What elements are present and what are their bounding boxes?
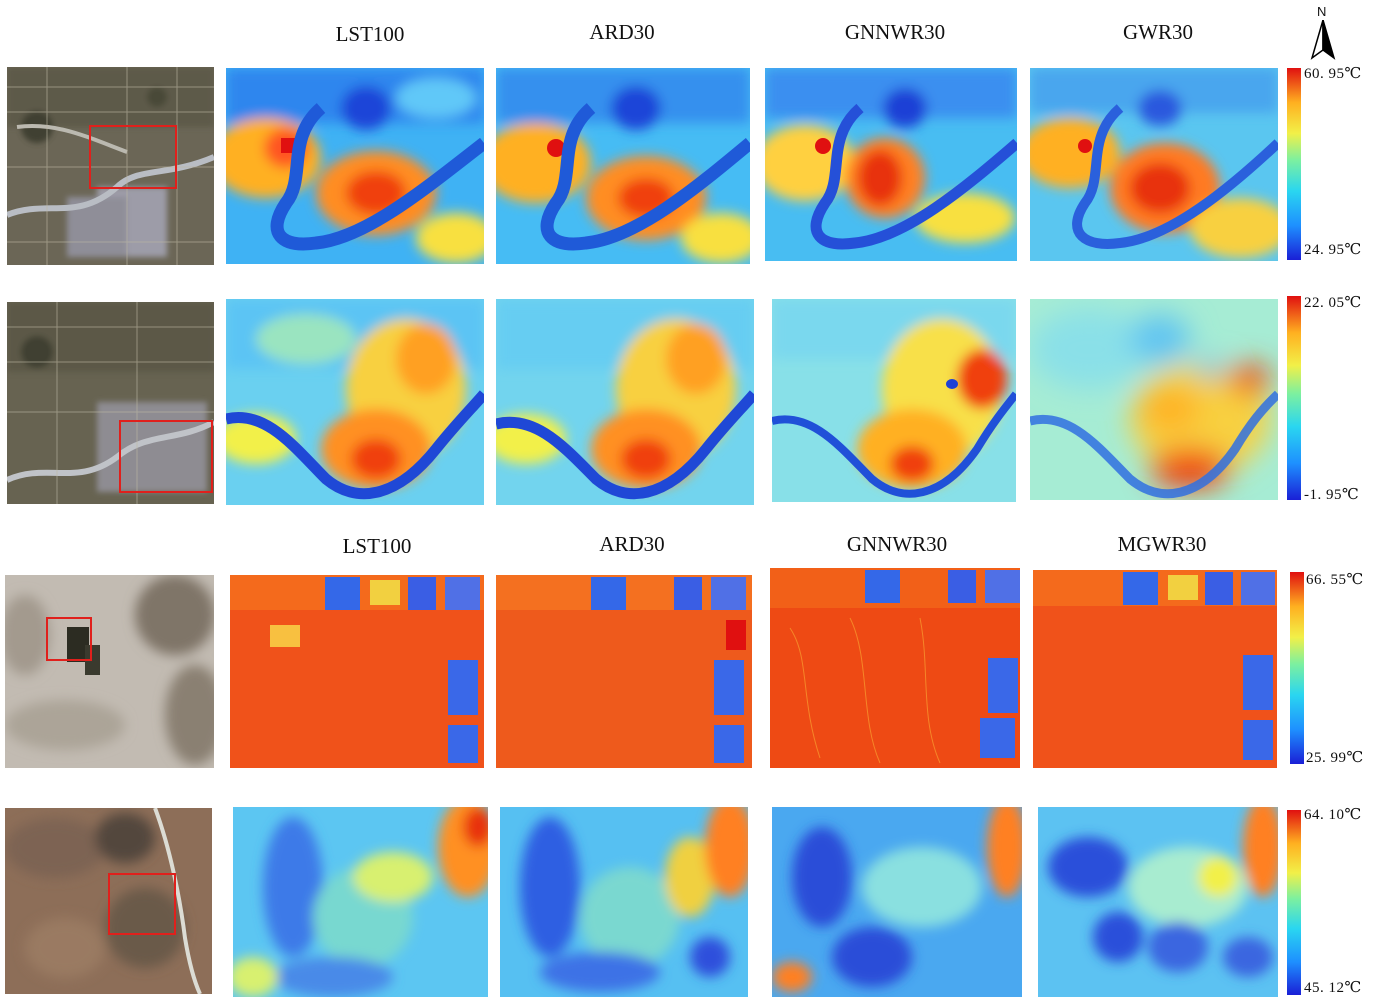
- colorbar-row1-min: 24. 95℃: [1304, 242, 1362, 258]
- header-mgwr30-bottom: MGWR30: [1117, 532, 1207, 556]
- colorbar-row1-max: 60. 95℃: [1304, 66, 1362, 82]
- satellite-image-row4: [5, 808, 212, 994]
- lst-map-row3-mgwr30: [1033, 570, 1277, 768]
- lst-map-row1-gwr30: [1030, 68, 1278, 261]
- lst-map-row2-gwr30: [1030, 299, 1278, 500]
- lst-map-row4-ard30: [500, 807, 748, 997]
- lst-map-row4-gnnwr30: [772, 807, 1022, 997]
- north-label: N: [1317, 4, 1327, 19]
- header-gwr30-top: GWR30: [1123, 20, 1193, 44]
- satellite-image-row2: [7, 302, 214, 504]
- header-lst100-top: LST100: [335, 22, 405, 46]
- lst-map-row1-ard30: [496, 68, 750, 264]
- lst-map-row3-lst100: [230, 575, 484, 768]
- colorbar-row3-max: 66. 55℃: [1306, 572, 1364, 588]
- colorbar-row4-min: 45. 12℃: [1304, 980, 1362, 996]
- lst-map-row4-mgwr30: [1038, 807, 1278, 997]
- north-arrow-icon: [1310, 20, 1336, 60]
- lst-map-row2-lst100: [226, 299, 484, 505]
- lst-map-row2-ard30: [496, 299, 754, 505]
- lst-map-row1-lst100: [226, 68, 484, 264]
- satellite-image-row1: [7, 67, 214, 265]
- header-ard30-bottom: ARD30: [599, 532, 665, 556]
- colorbar-row2: [1287, 296, 1301, 500]
- colorbar-row3-min: 25. 99℃: [1306, 750, 1364, 766]
- colorbar-row2-max: 22. 05℃: [1304, 295, 1362, 311]
- colorbar-row4: [1287, 810, 1301, 995]
- header-gnnwr30-bottom: GNNWR30: [846, 532, 948, 556]
- colorbar-row4-max: 64. 10℃: [1304, 807, 1362, 823]
- satellite-image-row3: [5, 575, 214, 768]
- lst-map-row3-gnnwr30: [770, 568, 1020, 768]
- colorbar-row2-min: -1. 95℃: [1304, 487, 1360, 503]
- header-lst100-bottom: LST100: [342, 534, 412, 558]
- lst-map-row4-lst100: [233, 807, 488, 997]
- lst-map-row3-ard30: [496, 575, 752, 768]
- header-gnnwr30-top: GNNWR30: [844, 20, 946, 44]
- colorbar-row3: [1290, 572, 1304, 764]
- colorbar-row1: [1287, 68, 1301, 260]
- header-ard30-top: ARD30: [589, 20, 655, 44]
- lst-map-row1-gnnwr30: [765, 68, 1017, 261]
- lst-map-row2-gnnwr30: [772, 299, 1016, 502]
- north-arrow: N: [1308, 4, 1338, 60]
